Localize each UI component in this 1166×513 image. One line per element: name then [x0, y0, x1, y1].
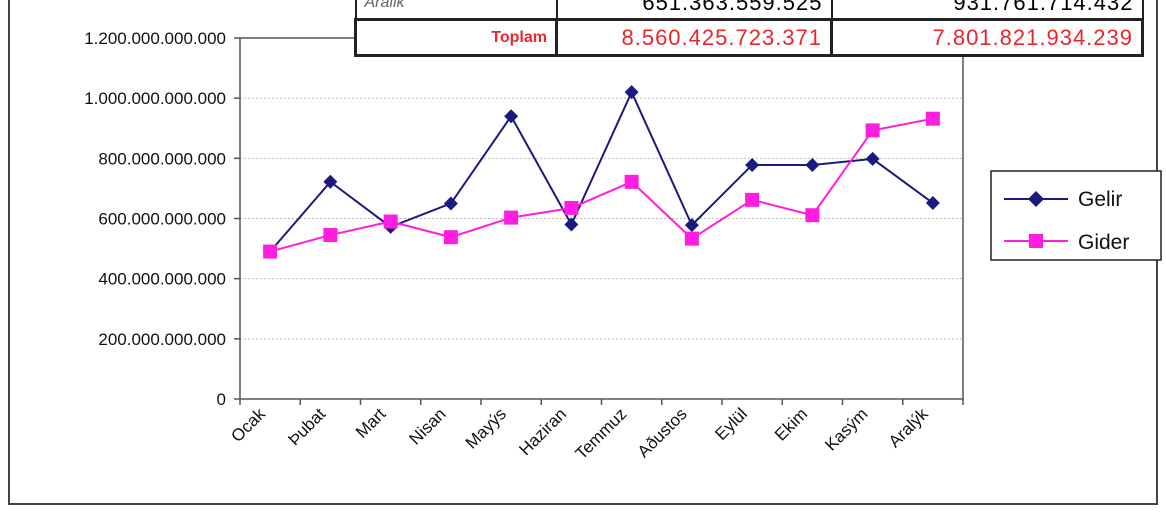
gridlines [240, 97, 963, 340]
y-tick-label: 600.000.000.000 [98, 210, 226, 229]
x-tick-label: Kasým [821, 404, 871, 454]
data-point-gider [865, 123, 880, 138]
legend: Gelir Gider [990, 170, 1162, 261]
data-point-gider [624, 174, 639, 189]
legend-gelir-marker [1028, 191, 1044, 207]
data-point-gider [684, 231, 699, 246]
y-tick-label: 200.000.000.000 [98, 330, 226, 349]
y-tick-label: 400.000.000.000 [98, 270, 226, 289]
data-point-gelir [925, 196, 940, 211]
data-point-gider [263, 244, 278, 259]
y-tick-label: 1.000.000.000.000 [84, 89, 226, 108]
gider-cell: 931.761.714.432 [830, 0, 1144, 21]
table-row: Aralik 651.363.559.525 931.761.714.432 [354, 0, 1144, 21]
row-label: Aralik [354, 0, 558, 21]
data-point-gelir [504, 109, 519, 124]
data-point-gelir [624, 85, 639, 100]
y-tick-label: 0 [217, 390, 226, 409]
data-point-gider [805, 208, 820, 223]
legend-gider-label: Gider [1078, 231, 1129, 254]
gelir-cell: 651.363.559.525 [555, 0, 833, 21]
data-point-gelir [865, 151, 880, 166]
table-row-total: Toplam 8.560.425.723.371 7.801.821.934.2… [354, 18, 1144, 57]
total-gider-cell: 7.801.821.934.239 [830, 18, 1144, 57]
data-point-gider [745, 192, 760, 207]
data-point-gelir [323, 174, 338, 189]
legend-box [990, 170, 1162, 261]
legend-gelir-label: Gelir [1078, 188, 1122, 211]
x-tick-label: Mayýs [462, 404, 510, 452]
data-point-gider [323, 228, 338, 243]
summary-table: Aralik 651.363.559.525 931.761.714.432 T… [354, 0, 1144, 57]
series-line-gelir [269, 89, 934, 253]
data-point-gider [443, 230, 458, 245]
x-tick-label: Eylül [711, 404, 750, 443]
x-tick-label: Aralýk [885, 404, 932, 451]
x-tick-label: Ocak [227, 404, 269, 446]
x-axis: Ocak Þubat Mart Nisan Mayýs Haziran Temmuz Aðus… [227, 399, 964, 463]
data-point-gider [925, 111, 940, 126]
data-point-gider [383, 214, 398, 229]
series [263, 85, 940, 259]
total-label: Toplam [354, 18, 558, 57]
x-tick-label: Haziran [515, 404, 570, 459]
data-point-gider [564, 200, 579, 215]
y-tick-label: 1.200.000.000.000 [84, 29, 226, 48]
data-point-gelir [684, 218, 699, 233]
y-axis: 0 200.000.000.000 400.000.000.000 600.000.0… [84, 29, 240, 409]
data-point-gider [504, 210, 519, 225]
data-point-gelir [443, 196, 458, 211]
data-point-gelir [745, 157, 760, 172]
x-tick-label: Temmuz [572, 404, 631, 463]
x-tick-label: Þubat [284, 404, 329, 449]
x-tick-label: Nisan [406, 404, 450, 448]
legend-gider-marker [1029, 234, 1043, 248]
data-point-gelir [564, 217, 579, 232]
x-tick-label: Mart [352, 404, 390, 442]
x-tick-label: Ekim [771, 404, 811, 444]
data-point-gelir [805, 157, 820, 172]
total-gelir-cell: 8.560.425.723.371 [555, 18, 833, 57]
series-line-gider [269, 117, 934, 253]
y-tick-label: 800.000.000.000 [98, 149, 226, 168]
x-tick-label: Aðustos [634, 404, 691, 461]
